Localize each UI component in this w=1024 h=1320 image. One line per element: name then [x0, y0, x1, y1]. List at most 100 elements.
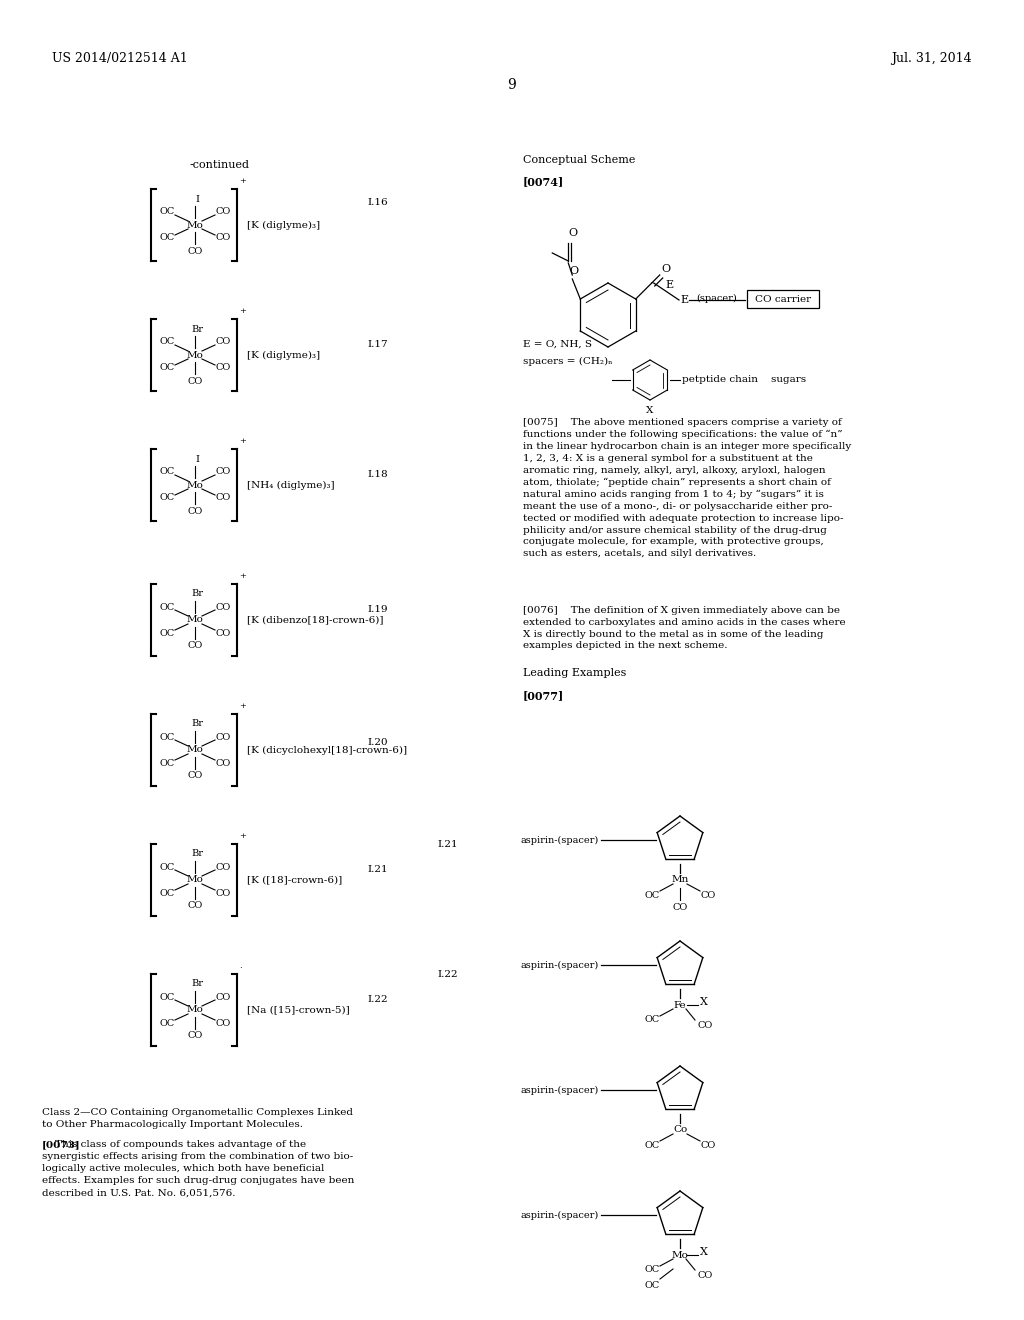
Text: CO: CO: [215, 338, 230, 346]
Text: I.22: I.22: [437, 970, 458, 979]
Text: E: E: [666, 280, 674, 290]
Text: aspirin-(spacer): aspirin-(spacer): [521, 961, 599, 970]
Text: X: X: [700, 997, 708, 1007]
Text: (spacer): (spacer): [696, 294, 737, 304]
Text: CO: CO: [215, 733, 230, 742]
Text: Leading Examples: Leading Examples: [523, 668, 627, 678]
Text: CO: CO: [215, 363, 230, 372]
Text: Conceptual Scheme: Conceptual Scheme: [523, 154, 635, 165]
Text: CO: CO: [187, 1031, 203, 1040]
Text: OC: OC: [160, 207, 175, 216]
Text: OC: OC: [644, 1280, 659, 1290]
Text: +: +: [239, 832, 246, 840]
Text: I.17: I.17: [367, 341, 388, 348]
Text: Co: Co: [673, 1126, 687, 1134]
Text: Mn: Mn: [672, 875, 689, 884]
Text: OC: OC: [160, 1019, 175, 1027]
Text: CO: CO: [698, 1270, 714, 1279]
Text: [Na ([15]-crown-5)]: [Na ([15]-crown-5)]: [247, 1006, 350, 1015]
Text: CO: CO: [187, 771, 203, 780]
Text: OC: OC: [160, 363, 175, 372]
Text: CO: CO: [215, 494, 230, 503]
Text: O: O: [568, 228, 578, 238]
Text: Jul. 31, 2014: Jul. 31, 2014: [891, 51, 972, 65]
Text: CO: CO: [215, 234, 230, 243]
Text: OC: OC: [160, 888, 175, 898]
Text: Br: Br: [191, 850, 203, 858]
Text: [NH₄ (diglyme)₃]: [NH₄ (diglyme)₃]: [247, 480, 335, 490]
Text: X: X: [646, 407, 653, 414]
Text: .: .: [239, 962, 242, 970]
Text: CO: CO: [215, 628, 230, 638]
Text: Mo: Mo: [186, 875, 204, 884]
Text: CO: CO: [187, 902, 203, 911]
Text: aspirin-(spacer): aspirin-(spacer): [521, 836, 599, 845]
Text: [0075]    The above mentioned spacers comprise a variety of
functions under the : [0075] The above mentioned spacers compr…: [523, 418, 851, 558]
Text: O: O: [662, 264, 671, 275]
Text: OC: OC: [644, 1140, 659, 1150]
Text: aspirin-(spacer): aspirin-(spacer): [521, 1210, 599, 1220]
Text: CO carrier: CO carrier: [755, 294, 811, 304]
Text: Mo: Mo: [186, 220, 204, 230]
Text: Fe: Fe: [674, 1001, 686, 1010]
Text: OC: OC: [160, 494, 175, 503]
Text: CO: CO: [187, 376, 203, 385]
Text: I.21: I.21: [437, 840, 458, 849]
Text: Mo: Mo: [186, 746, 204, 755]
Text: Mo: Mo: [672, 1250, 688, 1259]
Text: E = O, NH, S: E = O, NH, S: [523, 341, 592, 348]
Text: OC: OC: [160, 993, 175, 1002]
Text: CO: CO: [673, 903, 688, 912]
Text: [0074]: [0074]: [523, 176, 564, 187]
Text: I.16: I.16: [367, 198, 388, 207]
Text: I.21: I.21: [367, 865, 388, 874]
Text: Br: Br: [191, 719, 203, 729]
Text: -continued: -continued: [190, 160, 250, 170]
Text: +: +: [239, 308, 246, 315]
Text: aspirin-(spacer): aspirin-(spacer): [521, 1085, 599, 1094]
Text: I: I: [195, 194, 199, 203]
Text: E: E: [680, 294, 688, 305]
Text: to Other Pharmacologically Important Molecules.: to Other Pharmacologically Important Mol…: [42, 1119, 303, 1129]
Text: OC: OC: [644, 1266, 659, 1275]
Text: [0076]    The definition of X given immediately above can be
extended to carboxy: [0076] The definition of X given immedia…: [523, 606, 846, 651]
Text: CO: CO: [215, 602, 230, 611]
Text: CO: CO: [215, 759, 230, 767]
Text: CO: CO: [215, 1019, 230, 1027]
Text: I.22: I.22: [367, 995, 388, 1005]
Text: CO: CO: [215, 862, 230, 871]
Text: Mo: Mo: [186, 615, 204, 624]
Text: I.20: I.20: [367, 738, 388, 747]
Text: OC: OC: [644, 1015, 659, 1024]
Text: CO: CO: [187, 247, 203, 256]
Text: Br: Br: [191, 590, 203, 598]
Text: [K (dicyclohexyl[18]-crown-6)]: [K (dicyclohexyl[18]-crown-6)]: [247, 746, 408, 755]
Text: X: X: [700, 1247, 708, 1257]
Text: Class 2—CO Containing Organometallic Complexes Linked: Class 2—CO Containing Organometallic Com…: [42, 1107, 353, 1117]
Text: OC: OC: [160, 628, 175, 638]
Text: spacers = (CH₂)ₙ: spacers = (CH₂)ₙ: [523, 356, 612, 366]
Text: +: +: [239, 177, 246, 185]
Text: +: +: [239, 702, 246, 710]
Text: [K (diglyme)₃]: [K (diglyme)₃]: [247, 350, 321, 359]
Text: +: +: [239, 572, 246, 579]
Text: CO: CO: [700, 891, 716, 899]
Text: [K (diglyme)₃]: [K (diglyme)₃]: [247, 220, 321, 230]
Text: Mo: Mo: [186, 351, 204, 359]
Text: OC: OC: [644, 891, 659, 899]
Text: Br: Br: [191, 979, 203, 989]
Text: Br: Br: [191, 325, 203, 334]
Text: OC: OC: [160, 759, 175, 767]
Text: CO: CO: [187, 642, 203, 651]
Text: O: O: [569, 267, 579, 276]
Text: This class of compounds takes advantage of the
synergistic effects arising from : This class of compounds takes advantage …: [42, 1140, 354, 1197]
Text: Mo: Mo: [186, 480, 204, 490]
Text: CO: CO: [215, 467, 230, 477]
Text: +: +: [239, 437, 246, 445]
Text: I.18: I.18: [367, 470, 388, 479]
Bar: [746, 290, 819, 308]
Text: 9: 9: [508, 78, 516, 92]
Text: CO: CO: [698, 1020, 714, 1030]
Text: OC: OC: [160, 733, 175, 742]
Text: OC: OC: [160, 338, 175, 346]
